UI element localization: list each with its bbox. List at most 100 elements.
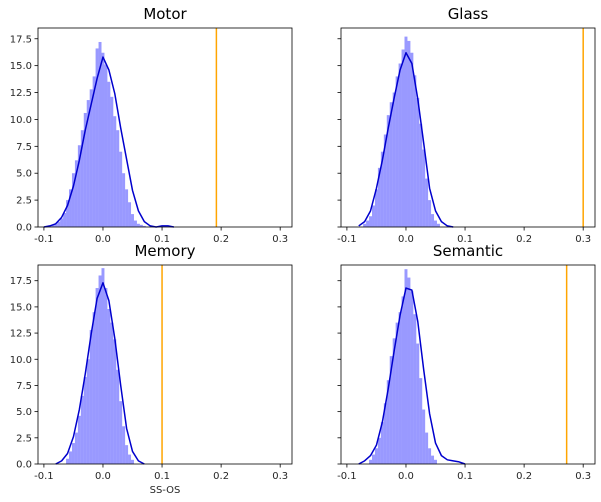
axes-frame bbox=[340, 264, 596, 465]
panel-title: Motor bbox=[143, 5, 187, 23]
y-tick-label: 2.5 bbox=[16, 196, 32, 207]
histogram-bar bbox=[110, 322, 114, 464]
histogram-bar bbox=[71, 443, 75, 464]
histogram-bar bbox=[398, 312, 402, 464]
x-tick-label: 0.0 bbox=[398, 234, 414, 245]
histogram-bar bbox=[107, 81, 111, 227]
y-tick-label: 17.5 bbox=[10, 34, 32, 45]
histogram-bar bbox=[119, 151, 123, 227]
x-tick-label: 0.3 bbox=[272, 234, 288, 245]
histogram-bar bbox=[434, 220, 437, 227]
y-tick-label: 7.5 bbox=[16, 142, 32, 153]
subplot-semantic: -0.1 0.0 0.1 0.2 0.3 Semantic bbox=[337, 242, 596, 482]
histogram-bar bbox=[69, 189, 72, 227]
histogram-bar bbox=[122, 173, 126, 227]
histogram-bar bbox=[383, 403, 387, 464]
subplot-memory: -0.1 0.0 0.1 0.2 0.30.02.55.07.510.012.515.0… bbox=[10, 242, 293, 496]
histogram-bar bbox=[363, 223, 367, 227]
histogram-bar bbox=[428, 448, 432, 464]
kde-curve bbox=[358, 287, 466, 465]
histogram-bar bbox=[60, 218, 64, 227]
histogram-bar bbox=[116, 130, 120, 227]
histogram-bar bbox=[113, 339, 117, 464]
x-tick-label: -0.1 bbox=[34, 234, 54, 245]
histogram-bar bbox=[142, 225, 146, 227]
x-tick-label: 0.1 bbox=[457, 471, 473, 482]
x-tick-label: 0.2 bbox=[213, 234, 229, 245]
histogram-bar bbox=[389, 102, 393, 227]
histogram-bar bbox=[133, 220, 137, 227]
histogram-bar bbox=[419, 123, 423, 227]
y-tick-label: 5.0 bbox=[16, 407, 32, 418]
x-tick-label: 0.1 bbox=[154, 234, 170, 245]
histogram-bar bbox=[74, 160, 78, 227]
histogram-bar bbox=[380, 151, 384, 227]
histogram-bar bbox=[86, 359, 90, 464]
histogram-bar bbox=[425, 432, 429, 464]
histogram-bar bbox=[434, 459, 437, 464]
x-tick-label: 0.3 bbox=[272, 471, 288, 482]
histogram-bar bbox=[413, 314, 417, 464]
histogram-bar bbox=[66, 200, 70, 227]
histogram-bar bbox=[116, 369, 120, 464]
axes-frame bbox=[340, 27, 596, 228]
y-tick-label: 15.0 bbox=[10, 302, 32, 313]
subplot-motor: -0.1 0.0 0.1 0.2 0.30.02.55.07.510.012.515.0… bbox=[10, 5, 293, 245]
histogram-bar bbox=[431, 455, 435, 464]
x-tick-label: 0.0 bbox=[398, 471, 414, 482]
x-tick-label: 0.0 bbox=[95, 234, 111, 245]
histogram-bar bbox=[392, 92, 396, 227]
histogram-bar bbox=[80, 395, 84, 464]
histogram-bar bbox=[431, 214, 435, 227]
histogram-bar bbox=[410, 52, 414, 227]
histogram-bar bbox=[372, 205, 375, 227]
histogram-bar bbox=[410, 291, 414, 464]
histogram-bar bbox=[377, 437, 381, 464]
histogram-bar bbox=[372, 454, 375, 464]
histogram-bar bbox=[122, 426, 126, 464]
histogram-bar bbox=[369, 459, 373, 464]
histogram-bar bbox=[89, 89, 93, 227]
x-tick-label: 0.2 bbox=[213, 471, 229, 482]
histogram-bar bbox=[139, 224, 143, 227]
histogram-bar bbox=[416, 343, 420, 464]
histogram-bar bbox=[110, 96, 114, 227]
y-tick-label: 2.5 bbox=[16, 433, 32, 444]
histogram-bar bbox=[369, 216, 373, 227]
histogram-bar bbox=[136, 223, 140, 227]
histogram-bar bbox=[92, 76, 96, 227]
y-tick-label: 12.5 bbox=[10, 329, 32, 340]
histogram-bar bbox=[66, 458, 70, 464]
histogram-bar bbox=[386, 115, 390, 227]
x-tick-label: 0.2 bbox=[516, 234, 532, 245]
x-tick-label: -0.1 bbox=[337, 471, 357, 482]
histogram-bar bbox=[377, 167, 381, 227]
y-tick-label: 7.5 bbox=[16, 381, 32, 392]
histogram-bar bbox=[89, 329, 93, 464]
x-tick-label: 0.1 bbox=[457, 234, 473, 245]
histogram-bar bbox=[416, 97, 420, 227]
histogram-bar bbox=[419, 378, 423, 464]
x-tick-label: 0.1 bbox=[154, 471, 170, 482]
histogram-bar bbox=[125, 445, 129, 464]
y-tick-label: 0.0 bbox=[16, 460, 32, 471]
histogram-bar bbox=[119, 401, 123, 464]
histogram-bar bbox=[366, 220, 370, 227]
histogram-bar bbox=[107, 308, 111, 464]
histogram-bar bbox=[77, 415, 81, 464]
histogram-bar bbox=[80, 130, 84, 227]
histogram-bar bbox=[392, 338, 396, 464]
y-tick-label: 15.0 bbox=[10, 61, 32, 72]
histogram-bar bbox=[395, 322, 399, 464]
histogram-bar bbox=[401, 296, 405, 464]
histogram-bar bbox=[131, 214, 134, 227]
y-tick-label: 0.0 bbox=[16, 223, 32, 234]
x-axis-label: SS-OS bbox=[150, 485, 181, 496]
y-tick-label: 10.0 bbox=[10, 115, 32, 126]
y-tick-label: 5.0 bbox=[16, 169, 32, 180]
histogram-bar bbox=[422, 149, 426, 227]
histogram-bar bbox=[386, 380, 390, 464]
histogram-bar bbox=[425, 178, 429, 227]
histogram-bar bbox=[407, 277, 411, 464]
